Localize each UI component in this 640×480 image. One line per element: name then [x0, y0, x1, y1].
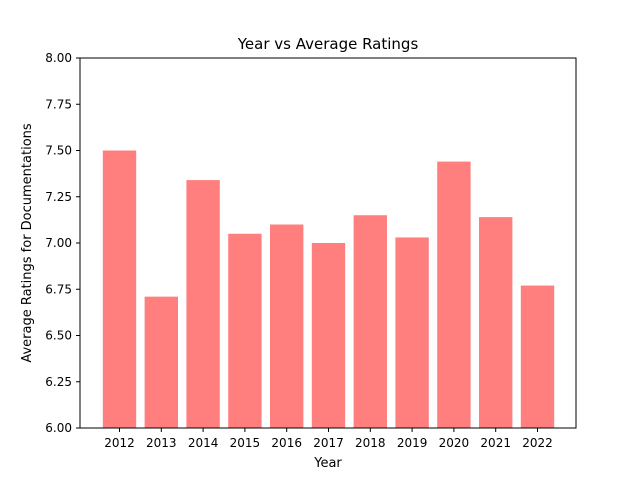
y-tick-label: 6.00	[45, 421, 72, 435]
bar-2015	[228, 233, 262, 428]
x-tick-label: 2012	[104, 436, 135, 450]
axes-frame	[79, 57, 577, 429]
bar-2017	[311, 243, 346, 428]
y-tick-label: 6.25	[45, 375, 72, 389]
x-axis-ticks: 2012 2013 2014 2015 2016 2017 2018 2019 2020 2021…	[104, 428, 553, 450]
x-tick-label: 2018	[355, 436, 386, 450]
x-tick-label: 2019	[397, 436, 428, 450]
y-axis-ticks: 6.00 6.25 6.50 6.75 7.00 7.25 7.50 7.75 8.00	[45, 51, 80, 435]
y-tick-label: 7.75	[45, 97, 72, 111]
x-tick-label: 2021	[480, 436, 511, 450]
x-tick-label: 2014	[188, 436, 219, 450]
y-tick-label: 7.25	[45, 190, 72, 204]
bar-2020	[437, 161, 471, 428]
x-tick-label: 2017	[313, 436, 344, 450]
y-tick-label: 7.50	[45, 144, 72, 158]
y-axis-label: Average Ratings for Documentations	[20, 123, 35, 363]
bar-2013	[144, 296, 178, 428]
bar-2019	[395, 237, 429, 428]
x-tick-label: 2013	[146, 436, 177, 450]
y-tick-label: 6.50	[45, 329, 72, 343]
x-tick-label: 2015	[230, 436, 261, 450]
chart-title: Year vs Average Ratings	[237, 35, 419, 53]
bar-2022	[520, 285, 555, 428]
bar-2016	[270, 224, 304, 428]
bar-2021	[479, 217, 513, 428]
y-tick-label: 6.75	[45, 282, 72, 296]
bar-2018	[353, 215, 387, 428]
y-tick-label: 8.00	[45, 51, 72, 65]
x-tick-label: 2020	[439, 436, 470, 450]
plot-area: 6.00 6.25 6.50 6.75 7.00 7.25 7.50 7.75 8.00 201…	[45, 51, 577, 450]
bars-group	[102, 150, 555, 428]
x-tick-label: 2016	[271, 436, 302, 450]
bar-2014	[186, 180, 220, 428]
bar-2012	[102, 150, 137, 428]
x-axis-label: Year	[313, 456, 342, 471]
x-tick-label: 2022	[522, 436, 553, 450]
y-tick-label: 7.00	[45, 236, 72, 250]
